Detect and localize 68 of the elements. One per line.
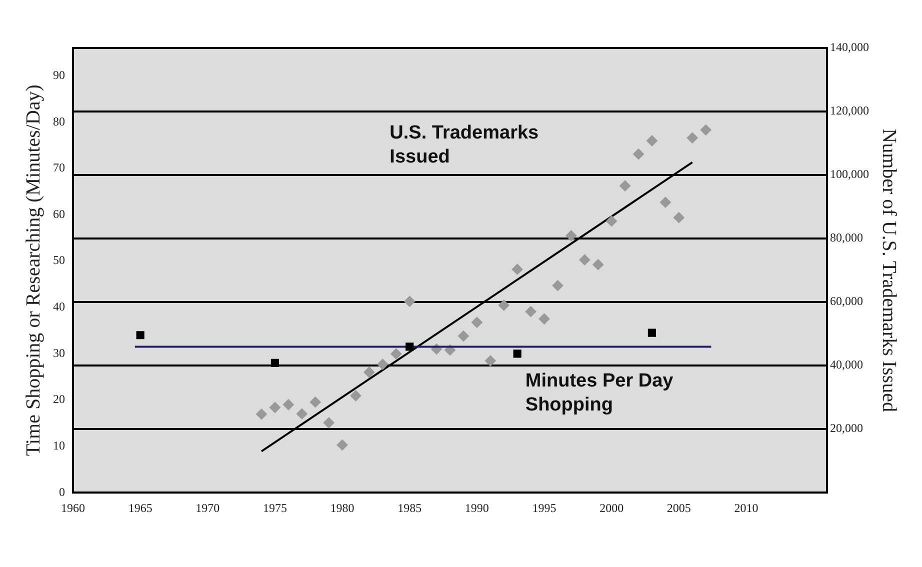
y-tick-label: 90 — [53, 68, 65, 82]
y-tick-label: 40 — [53, 300, 65, 314]
point — [648, 328, 656, 337]
annotation: Minutes Per Day Shopping — [525, 370, 674, 416]
point — [377, 358, 388, 370]
point — [538, 313, 550, 324]
point — [270, 358, 279, 367]
point — [471, 316, 482, 328]
point — [700, 124, 712, 136]
y-tick-label: 10 — [53, 438, 65, 452]
point — [269, 402, 280, 413]
y-axis-title: Time Shopping or Researching (Minutes/Day) — [22, 84, 44, 456]
y-tick-label: 30 — [53, 346, 65, 360]
point — [552, 280, 564, 292]
y2-tick-label: 20,000 — [830, 421, 863, 436]
point — [592, 259, 604, 270]
point — [350, 390, 362, 402]
x-tick-label: 2000 — [600, 500, 624, 515]
point — [336, 439, 348, 450]
y2-axis-title: Number of U.S. Trademarks Issued — [878, 128, 900, 412]
point — [323, 417, 334, 428]
point — [620, 180, 631, 192]
point — [633, 148, 644, 160]
point — [673, 212, 684, 224]
point — [525, 306, 536, 318]
point — [364, 366, 375, 378]
point — [404, 296, 416, 307]
point — [256, 408, 267, 420]
x-tick-label: 1960 — [61, 500, 85, 515]
point — [310, 396, 321, 408]
point — [660, 196, 671, 208]
x-tick-label: 1970 — [196, 500, 220, 515]
y-tick-label: 0 — [59, 484, 65, 499]
point — [686, 132, 698, 144]
x-tick-label: 1990 — [464, 500, 489, 515]
y2-tick-label: 120,000 — [830, 104, 869, 118]
y-tick-label: 70 — [53, 160, 65, 175]
y2-tick-label: 140,000 — [830, 40, 869, 54]
x-tick-label: 2005 — [666, 500, 691, 515]
x-tick-label: 1995 — [532, 500, 556, 515]
point — [136, 331, 144, 340]
point — [282, 399, 294, 410]
point — [513, 350, 522, 358]
point — [296, 408, 308, 420]
point — [458, 330, 469, 342]
point — [512, 264, 523, 275]
y-tick-label: 80 — [53, 114, 65, 128]
x-tick-label: 1985 — [398, 500, 422, 515]
y-tick-label: 50 — [53, 253, 65, 268]
point — [390, 348, 402, 360]
y-tick-label: 60 — [53, 206, 65, 221]
annotation: U.S. Trademarks Issued — [390, 122, 539, 168]
y2-tick-label: 80,000 — [830, 230, 863, 245]
point — [566, 230, 577, 242]
point — [606, 216, 618, 227]
point — [484, 355, 496, 366]
x-tick-label: 2010 — [734, 500, 758, 515]
y2-tick-label: 100,000 — [830, 167, 869, 182]
x-tick-label: 1975 — [262, 500, 287, 515]
y2-tick-label: 60,000 — [830, 294, 863, 308]
point — [406, 342, 414, 351]
point — [579, 254, 590, 266]
x-tick-label: 1980 — [330, 500, 354, 515]
x-tick-label: 1965 — [128, 500, 152, 515]
point — [498, 300, 510, 311]
y-tick-label: 20 — [53, 392, 65, 406]
y2-tick-label: 40,000 — [830, 358, 863, 372]
point — [646, 135, 658, 146]
